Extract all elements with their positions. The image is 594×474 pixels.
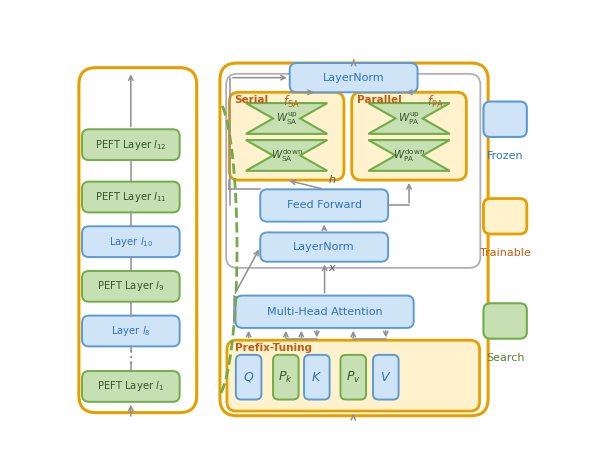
FancyBboxPatch shape [226, 74, 481, 268]
FancyBboxPatch shape [484, 199, 527, 234]
FancyBboxPatch shape [273, 355, 299, 400]
Text: $V$: $V$ [380, 371, 391, 383]
Polygon shape [368, 140, 450, 171]
Polygon shape [246, 103, 327, 134]
Text: Multi-Head Attention: Multi-Head Attention [267, 307, 383, 317]
FancyBboxPatch shape [82, 371, 179, 402]
FancyBboxPatch shape [340, 355, 366, 400]
FancyBboxPatch shape [227, 340, 479, 411]
Text: $K$: $K$ [311, 371, 323, 383]
FancyBboxPatch shape [229, 92, 344, 180]
FancyBboxPatch shape [82, 316, 179, 346]
FancyBboxPatch shape [260, 232, 388, 262]
Text: Frozen: Frozen [487, 151, 523, 161]
FancyBboxPatch shape [82, 226, 179, 257]
Text: Layer $l_8$: Layer $l_8$ [111, 324, 151, 338]
FancyBboxPatch shape [220, 63, 488, 416]
Text: $h$: $h$ [328, 173, 336, 185]
Text: Trainable: Trainable [480, 248, 530, 258]
Text: Feed Forward: Feed Forward [287, 201, 362, 210]
Text: $W_{\mathrm{PA}}^{\mathrm{up}}$: $W_{\mathrm{PA}}^{\mathrm{up}}$ [398, 110, 420, 127]
Text: $Q$: $Q$ [243, 370, 254, 384]
Text: PEFT Layer $l_9$: PEFT Layer $l_9$ [97, 279, 165, 293]
Text: $f_{\mathrm{PA}}$: $f_{\mathrm{PA}}$ [427, 94, 444, 110]
FancyBboxPatch shape [304, 355, 330, 400]
Text: PEFT Layer $l_1$: PEFT Layer $l_1$ [97, 380, 165, 393]
FancyBboxPatch shape [82, 129, 179, 160]
Text: $W_{\mathrm{PA}}^{\mathrm{down}}$: $W_{\mathrm{PA}}^{\mathrm{down}}$ [393, 147, 425, 164]
Polygon shape [246, 140, 327, 171]
Text: $P_v$: $P_v$ [346, 370, 361, 385]
FancyBboxPatch shape [235, 296, 413, 328]
FancyBboxPatch shape [82, 182, 179, 212]
Text: PEFT Layer $l_{11}$: PEFT Layer $l_{11}$ [95, 190, 166, 204]
FancyBboxPatch shape [484, 303, 527, 339]
Text: Search: Search [486, 353, 525, 363]
FancyBboxPatch shape [260, 189, 388, 222]
Text: Layer $l_{10}$: Layer $l_{10}$ [109, 235, 153, 249]
Polygon shape [368, 103, 450, 134]
Text: $f_{\mathrm{SA}}$: $f_{\mathrm{SA}}$ [283, 94, 300, 110]
Text: $x$: $x$ [328, 263, 337, 273]
Text: Prefix-Tuning: Prefix-Tuning [235, 343, 312, 353]
FancyBboxPatch shape [373, 355, 399, 400]
Text: LayerNorm: LayerNorm [293, 242, 355, 252]
Text: Parallel: Parallel [357, 95, 402, 105]
FancyBboxPatch shape [484, 101, 527, 137]
Text: ⋮: ⋮ [122, 348, 139, 366]
Text: $W_{\mathrm{SA}}^{\mathrm{up}}$: $W_{\mathrm{SA}}^{\mathrm{up}}$ [276, 110, 298, 127]
Text: Serial: Serial [235, 95, 269, 105]
FancyBboxPatch shape [236, 355, 261, 400]
Text: $W_{\mathrm{SA}}^{\mathrm{down}}$: $W_{\mathrm{SA}}^{\mathrm{down}}$ [271, 147, 302, 164]
Text: LayerNorm: LayerNorm [323, 73, 384, 82]
FancyBboxPatch shape [290, 63, 418, 92]
FancyBboxPatch shape [352, 92, 466, 180]
Text: $P_k$: $P_k$ [279, 370, 293, 385]
FancyBboxPatch shape [79, 68, 197, 413]
Text: PEFT Layer $l_{12}$: PEFT Layer $l_{12}$ [95, 137, 166, 152]
FancyBboxPatch shape [82, 271, 179, 302]
